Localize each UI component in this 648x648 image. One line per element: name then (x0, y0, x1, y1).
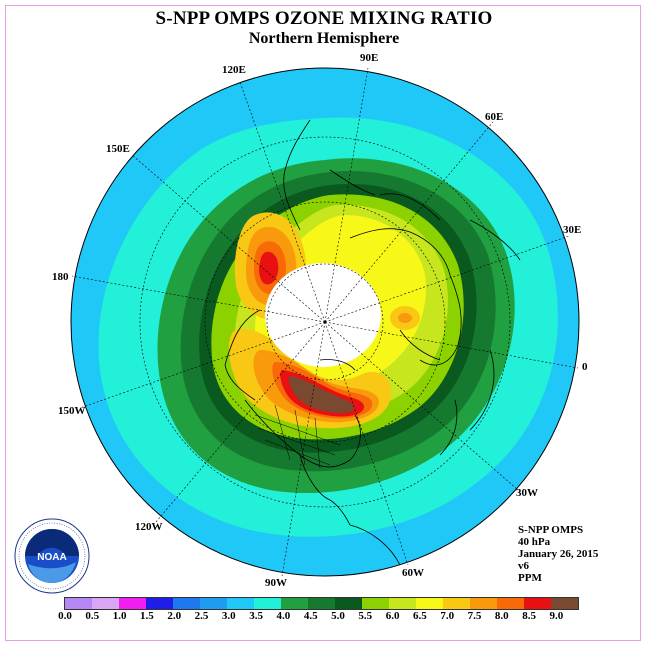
colorbar-tick-label: 1.0 (112, 610, 127, 622)
colorbar-swatch (254, 598, 281, 609)
map-border (70, 67, 580, 577)
colorbar-tick-label: 4.5 (303, 610, 318, 622)
map-title: S-NPP OMPS OZONE MIXING RATIO (155, 8, 493, 29)
colorbar-tick-label: 6.5 (413, 610, 427, 622)
lon-label: 150E (106, 143, 130, 155)
colorbar-tick-label: 3.0 (221, 610, 236, 622)
colorbar-swatch (146, 598, 173, 609)
colorbar-swatch (497, 598, 524, 609)
colorbar-tick-label: 5.5 (358, 610, 373, 622)
colorbar-swatch (443, 598, 470, 609)
page-frame (5, 5, 641, 641)
state-borders (254, 404, 341, 469)
colorbar-tick-label: 4.0 (276, 610, 291, 622)
colorbar-swatch (470, 598, 497, 609)
longitude-labels: 90E 60E 30E 0 30W 60W 90W 120W 150W 180 … (52, 52, 588, 589)
colorbar-swatch (65, 598, 92, 609)
colorbar-tick-label: 0.5 (85, 610, 100, 622)
level-label: 40 hPa (518, 536, 551, 548)
colorbar-tick-label: 8.0 (494, 610, 509, 622)
ozone-field (71, 68, 579, 576)
lon-label: 90E (360, 52, 378, 64)
lon-label: 30E (563, 224, 581, 236)
colorbar-tick-label: 2.5 (194, 610, 209, 622)
colorbar-swatch (362, 598, 389, 609)
colorbar-swatch (308, 598, 335, 609)
colorbar-swatch (92, 598, 119, 609)
colorbar (64, 597, 579, 610)
instrument-label: S-NPP OMPS (518, 524, 584, 536)
colorbar-tick-label: 7.0 (440, 610, 455, 622)
colorbar-tick-label: 5.0 (331, 610, 345, 622)
lon-label: 60W (402, 567, 424, 579)
colorbar-swatch (281, 598, 308, 609)
map-subtitle: Northern Hemisphere (248, 30, 400, 47)
colorbar-swatch (335, 598, 362, 609)
colorbar-ticks: 0.0 0.5 1.0 1.5 2.0 2.5 3.0 3.5 4.0 4.5 5.0 5.5 6.0 6… (58, 610, 600, 624)
colorbar-swatch (416, 598, 443, 609)
lon-label: 120E (222, 64, 246, 76)
colorbar-swatch (227, 598, 254, 609)
lon-label: 0 (582, 361, 588, 373)
version-label: v6 (518, 560, 529, 572)
colorbar-swatch (119, 598, 146, 609)
lon-label: 120W (135, 521, 163, 533)
colorbar-tick-label: 1.5 (140, 610, 154, 622)
noaa-logo: NOAA (14, 518, 90, 594)
lon-label: 60E (485, 111, 503, 123)
lon-label: 90W (265, 577, 287, 589)
colorbar-tick-label: 9.0 (549, 610, 564, 622)
colorbar-swatch (200, 598, 227, 609)
graticule (71, 67, 579, 577)
date-label: January 26, 2015 (518, 548, 599, 560)
colorbar-swatch (551, 598, 578, 609)
colorbar-tick-label: 0.0 (58, 610, 72, 622)
colorbar-tick-label: 6.0 (385, 610, 400, 622)
info-block: S-NPP OMPS 40 hPa January 26, 2015 v6 PP… (518, 524, 598, 584)
colorbar-tick-label: 8.5 (522, 610, 536, 622)
coastlines (224, 119, 521, 566)
lon-label: 180 (52, 271, 69, 283)
colorbar-swatch (389, 598, 416, 609)
colorbar-swatch (173, 598, 200, 609)
units-label: PPM (518, 572, 542, 584)
colorbar-tick-label: 3.5 (249, 610, 263, 622)
colorbar-tick-label: 2.0 (167, 610, 182, 622)
colorbar-tick-label: 7.5 (467, 610, 482, 622)
lon-label: 150W (58, 405, 86, 417)
logo-text: NOAA (37, 552, 66, 563)
colorbar-swatch (524, 598, 551, 609)
lon-label: 30W (516, 487, 538, 499)
